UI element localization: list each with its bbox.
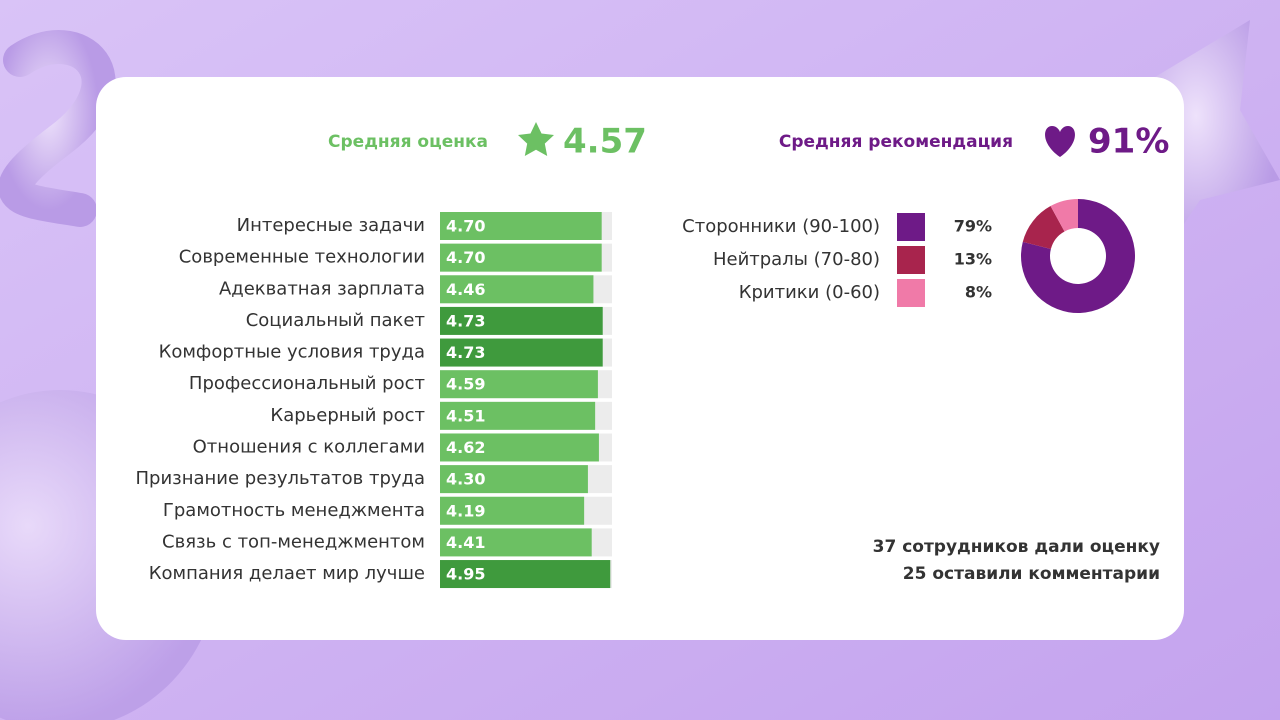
category-label: Социальный пакет: [246, 310, 425, 331]
value-label: 4.30: [446, 470, 485, 489]
decoration: [0, 30, 116, 227]
legend-value: 8%: [965, 283, 992, 302]
footer-text: 25 оставили комментарии: [903, 564, 1160, 584]
donut-slice: [1022, 206, 1065, 250]
rating-label: Средняя оценка: [328, 132, 488, 152]
category-label: Адекватная зарплата: [219, 278, 425, 299]
category-label: Отношения с коллегами: [193, 436, 425, 457]
donut-slice: [1021, 199, 1135, 314]
star-icon: [518, 122, 554, 156]
category-label: Грамотность менеджмента: [163, 500, 425, 521]
category-label: Интересные задачи: [237, 215, 425, 236]
category-label: Комфортные условия труда: [159, 342, 425, 363]
bar: [440, 528, 592, 557]
rating-value: 4.57: [563, 122, 647, 162]
heart-icon: [1045, 126, 1075, 157]
donut-slice: [1050, 199, 1078, 232]
bar: [440, 212, 602, 240]
category-label: Компания делает мир лучше: [149, 563, 425, 584]
bar: [440, 370, 598, 399]
legend-value: 13%: [954, 250, 992, 269]
legend-swatch: [897, 213, 925, 241]
value-label: 4.46: [446, 280, 485, 299]
legend-label: Сторонники (90-100): [682, 216, 880, 237]
bar: [440, 401, 596, 430]
category-label: Связь с топ-менеджментом: [162, 531, 425, 552]
value-label: 4.95: [446, 565, 485, 584]
value-label: 4.62: [446, 438, 485, 457]
value-label: 4.51: [446, 406, 485, 425]
value-label: 4.19: [446, 501, 485, 520]
bar: [440, 465, 588, 494]
recommend-label: Средняя рекомендация: [779, 132, 1013, 152]
legend-label: Критики (0-60): [739, 282, 880, 303]
legend-swatch: [897, 279, 925, 307]
bar: [440, 275, 594, 304]
category-label: Современные технологии: [179, 247, 425, 268]
bar: [440, 560, 611, 589]
category-label: Признание результатов труда: [135, 468, 425, 489]
value-label: 4.41: [446, 533, 485, 552]
bar: [440, 306, 603, 335]
bar: [440, 496, 585, 525]
bar: [440, 243, 602, 272]
category-label: Профессиональный рост: [189, 373, 425, 394]
category-label: Карьерный рост: [270, 405, 425, 426]
footer-text: 37 сотрудников дали оценку: [873, 537, 1160, 557]
bar: [440, 338, 603, 367]
value-label: 4.70: [446, 248, 485, 267]
recommend-value: 91%: [1088, 122, 1169, 162]
value-label: 4.73: [446, 343, 485, 362]
legend-label: Нейтралы (70-80): [713, 249, 880, 270]
bar: [440, 433, 599, 462]
legend-value: 79%: [954, 217, 992, 236]
value-label: 4.70: [446, 217, 485, 236]
value-label: 4.73: [446, 311, 485, 330]
value-label: 4.59: [446, 375, 485, 394]
legend-swatch: [897, 246, 925, 274]
